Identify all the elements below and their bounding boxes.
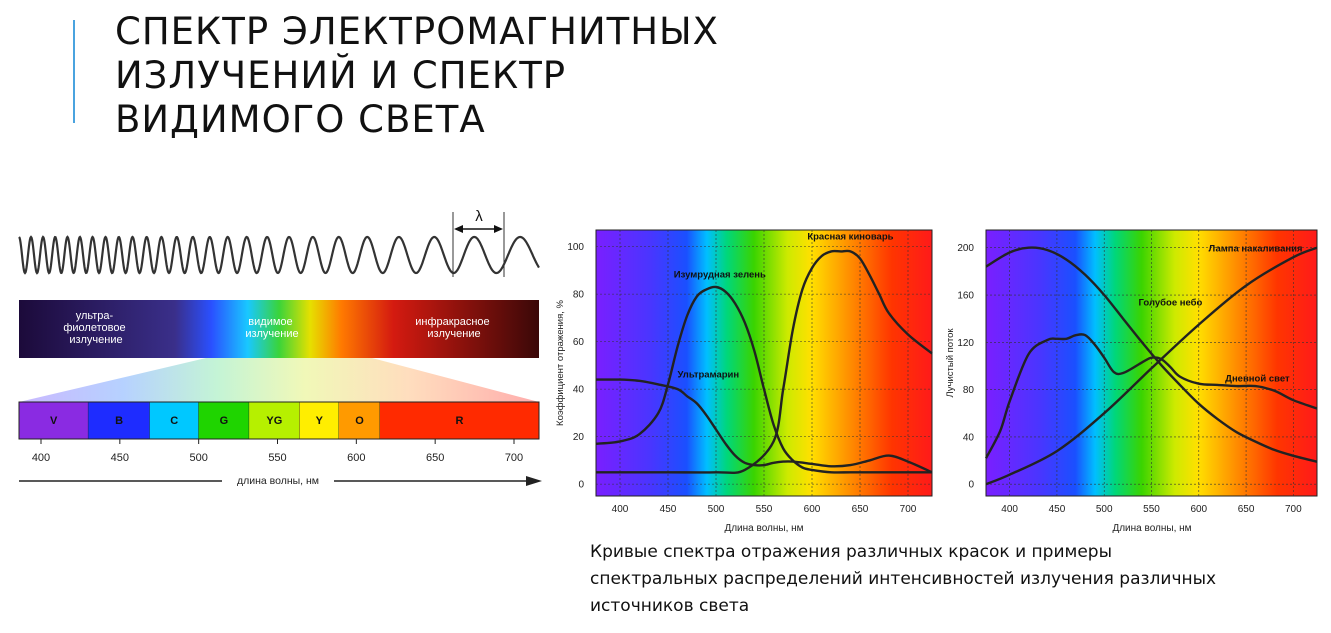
x-tick-label: 550 — [756, 504, 773, 515]
y-tick-label: 100 — [567, 242, 584, 253]
series-line — [985, 246, 1318, 486]
x-tick-label: 600 — [804, 504, 821, 515]
color-label: R — [456, 415, 464, 427]
x-tick-label: 450 — [660, 504, 677, 515]
curves — [595, 249, 933, 475]
color-segment — [379, 402, 539, 439]
y-tick-labels: 0 40 80 120 160 200 — [957, 243, 974, 490]
x-tick-label: 700 — [900, 504, 917, 515]
title-line: ИЗЛУЧЕНИЙ И СПЕКТР — [115, 54, 567, 97]
curve-labels: Красная киноварь Изумрудная зелень Ультрам… — [674, 232, 894, 381]
wavelength-axis-label: длина волны, нм — [237, 475, 319, 487]
series-line — [595, 285, 932, 474]
color-label: V — [50, 415, 58, 427]
color-label: YG — [266, 415, 282, 427]
x-tick-labels: 400 450 500 550 600 650 700 — [1001, 504, 1302, 515]
tick-label: 600 — [347, 452, 365, 464]
lambda-symbol: λ — [475, 208, 483, 225]
x-tick-label: 450 — [1049, 504, 1066, 515]
axis-arrowhead — [526, 476, 542, 486]
y-tick-label: 0 — [968, 480, 974, 491]
y-axis-label: Коэффициент отражения, % — [555, 299, 566, 425]
visible-zoom-fan — [19, 358, 539, 402]
x-tick-label: 400 — [1001, 504, 1018, 515]
tick-label: 550 — [268, 452, 286, 464]
page-title: СПЕКТР ЭЛЕКТРОМАГНИТНЫХ ИЗЛУЧЕНИЙ И СПЕК… — [115, 10, 719, 142]
title-line: ВИДИМОГО СВЕТА — [115, 98, 486, 141]
title-line: СПЕКТР ЭЛЕКТРОМАГНИТНЫХ — [115, 10, 720, 53]
y-axis-label: Лучистый поток — [945, 328, 956, 398]
color-segment — [299, 402, 339, 439]
series-line — [595, 378, 933, 474]
band-label-visible: видимое излучение — [245, 316, 298, 340]
tick-label: 700 — [505, 452, 523, 464]
tick-label: 650 — [426, 452, 444, 464]
y-tick-label: 80 — [573, 290, 585, 301]
x-tick-label: 500 — [708, 504, 725, 515]
radiant-flux-chart: Лампа накаливания Голубое небо Дневной све… — [945, 229, 1318, 534]
y-tick-label: 60 — [573, 337, 585, 348]
color-segment — [19, 402, 89, 439]
band-label-ir: инфракрасное излучение — [415, 316, 492, 340]
y-tick-label: 20 — [573, 432, 585, 443]
spectrum-axis-ticks: 400 450 500 550 600 650 700 — [32, 439, 523, 464]
y-tick-labels: 0 20 40 60 80 100 — [567, 242, 584, 491]
color-segment — [338, 402, 380, 439]
x-axis-label: Длина волны, нм — [1112, 523, 1191, 534]
caption-line: Кривые спектра отражения различных красо… — [590, 542, 1113, 562]
tick-label: 400 — [32, 452, 50, 464]
band-label-uv: ультра- фиолетовое излучение — [63, 310, 128, 346]
tick-label: 500 — [189, 452, 207, 464]
curve-label: Дневной свет — [1225, 373, 1290, 384]
curve-labels: Лампа накаливания Голубое небо Дневной све… — [1138, 243, 1302, 384]
color-label: C — [170, 415, 178, 427]
y-tick-label: 40 — [573, 385, 585, 396]
series-line — [985, 246, 1318, 463]
curve-label: Изумрудная зелень — [674, 270, 766, 281]
x-tick-label: 700 — [1285, 504, 1302, 515]
curve-label: Ультрамарин — [677, 369, 739, 380]
y-tick-label: 40 — [963, 432, 975, 443]
color-segment — [198, 402, 250, 439]
caption-line: источников света — [590, 596, 750, 616]
x-tick-label: 650 — [1238, 504, 1255, 515]
wave-line — [18, 235, 540, 275]
wavelength-marker: λ — [452, 208, 505, 277]
x-axis-label: Длина волны, нм — [724, 523, 803, 534]
color-label: G — [220, 415, 229, 427]
x-tick-label: 600 — [1190, 504, 1207, 515]
x-tick-labels: 400 450 500 550 600 650 700 — [612, 504, 917, 515]
x-tick-label: 400 — [612, 504, 629, 515]
color-label: Y — [316, 415, 324, 427]
em-spectrum-figure: λ ультра- фиолетовое излучение видимое и… — [18, 208, 542, 487]
y-tick-label: 0 — [578, 480, 584, 491]
y-tick-label: 160 — [957, 291, 974, 302]
curve-label: Красная киноварь — [807, 232, 893, 243]
curve-label: Лампа накаливания — [1209, 243, 1303, 254]
color-segment — [88, 402, 150, 439]
y-tick-label: 120 — [957, 338, 974, 349]
x-tick-label: 500 — [1096, 504, 1113, 515]
x-tick-label: 650 — [852, 504, 869, 515]
curve-label: Голубое небо — [1138, 298, 1202, 309]
color-segment — [249, 402, 300, 439]
curves — [984, 246, 1318, 486]
color-segment — [149, 402, 199, 439]
grid — [986, 230, 1317, 496]
reflectance-chart: Красная киноварь Изумрудная зелень Ультрам… — [555, 229, 933, 534]
x-tick-label: 550 — [1143, 504, 1160, 515]
caption-line: спектральных распределений интенсивносте… — [590, 569, 1217, 589]
y-tick-label: 80 — [963, 385, 975, 396]
figure-caption: Кривые спектра отражения различных красо… — [590, 539, 1290, 620]
tick-label: 450 — [111, 452, 129, 464]
series-line — [984, 333, 1318, 459]
series-line — [596, 249, 933, 475]
visible-color-bar: V B C G YG Y O R — [19, 402, 540, 439]
color-label: B — [115, 415, 123, 427]
title-accent-bar — [73, 20, 75, 123]
color-label: O — [355, 415, 364, 427]
em-spectrum-band — [19, 300, 539, 358]
y-tick-label: 200 — [957, 243, 974, 254]
